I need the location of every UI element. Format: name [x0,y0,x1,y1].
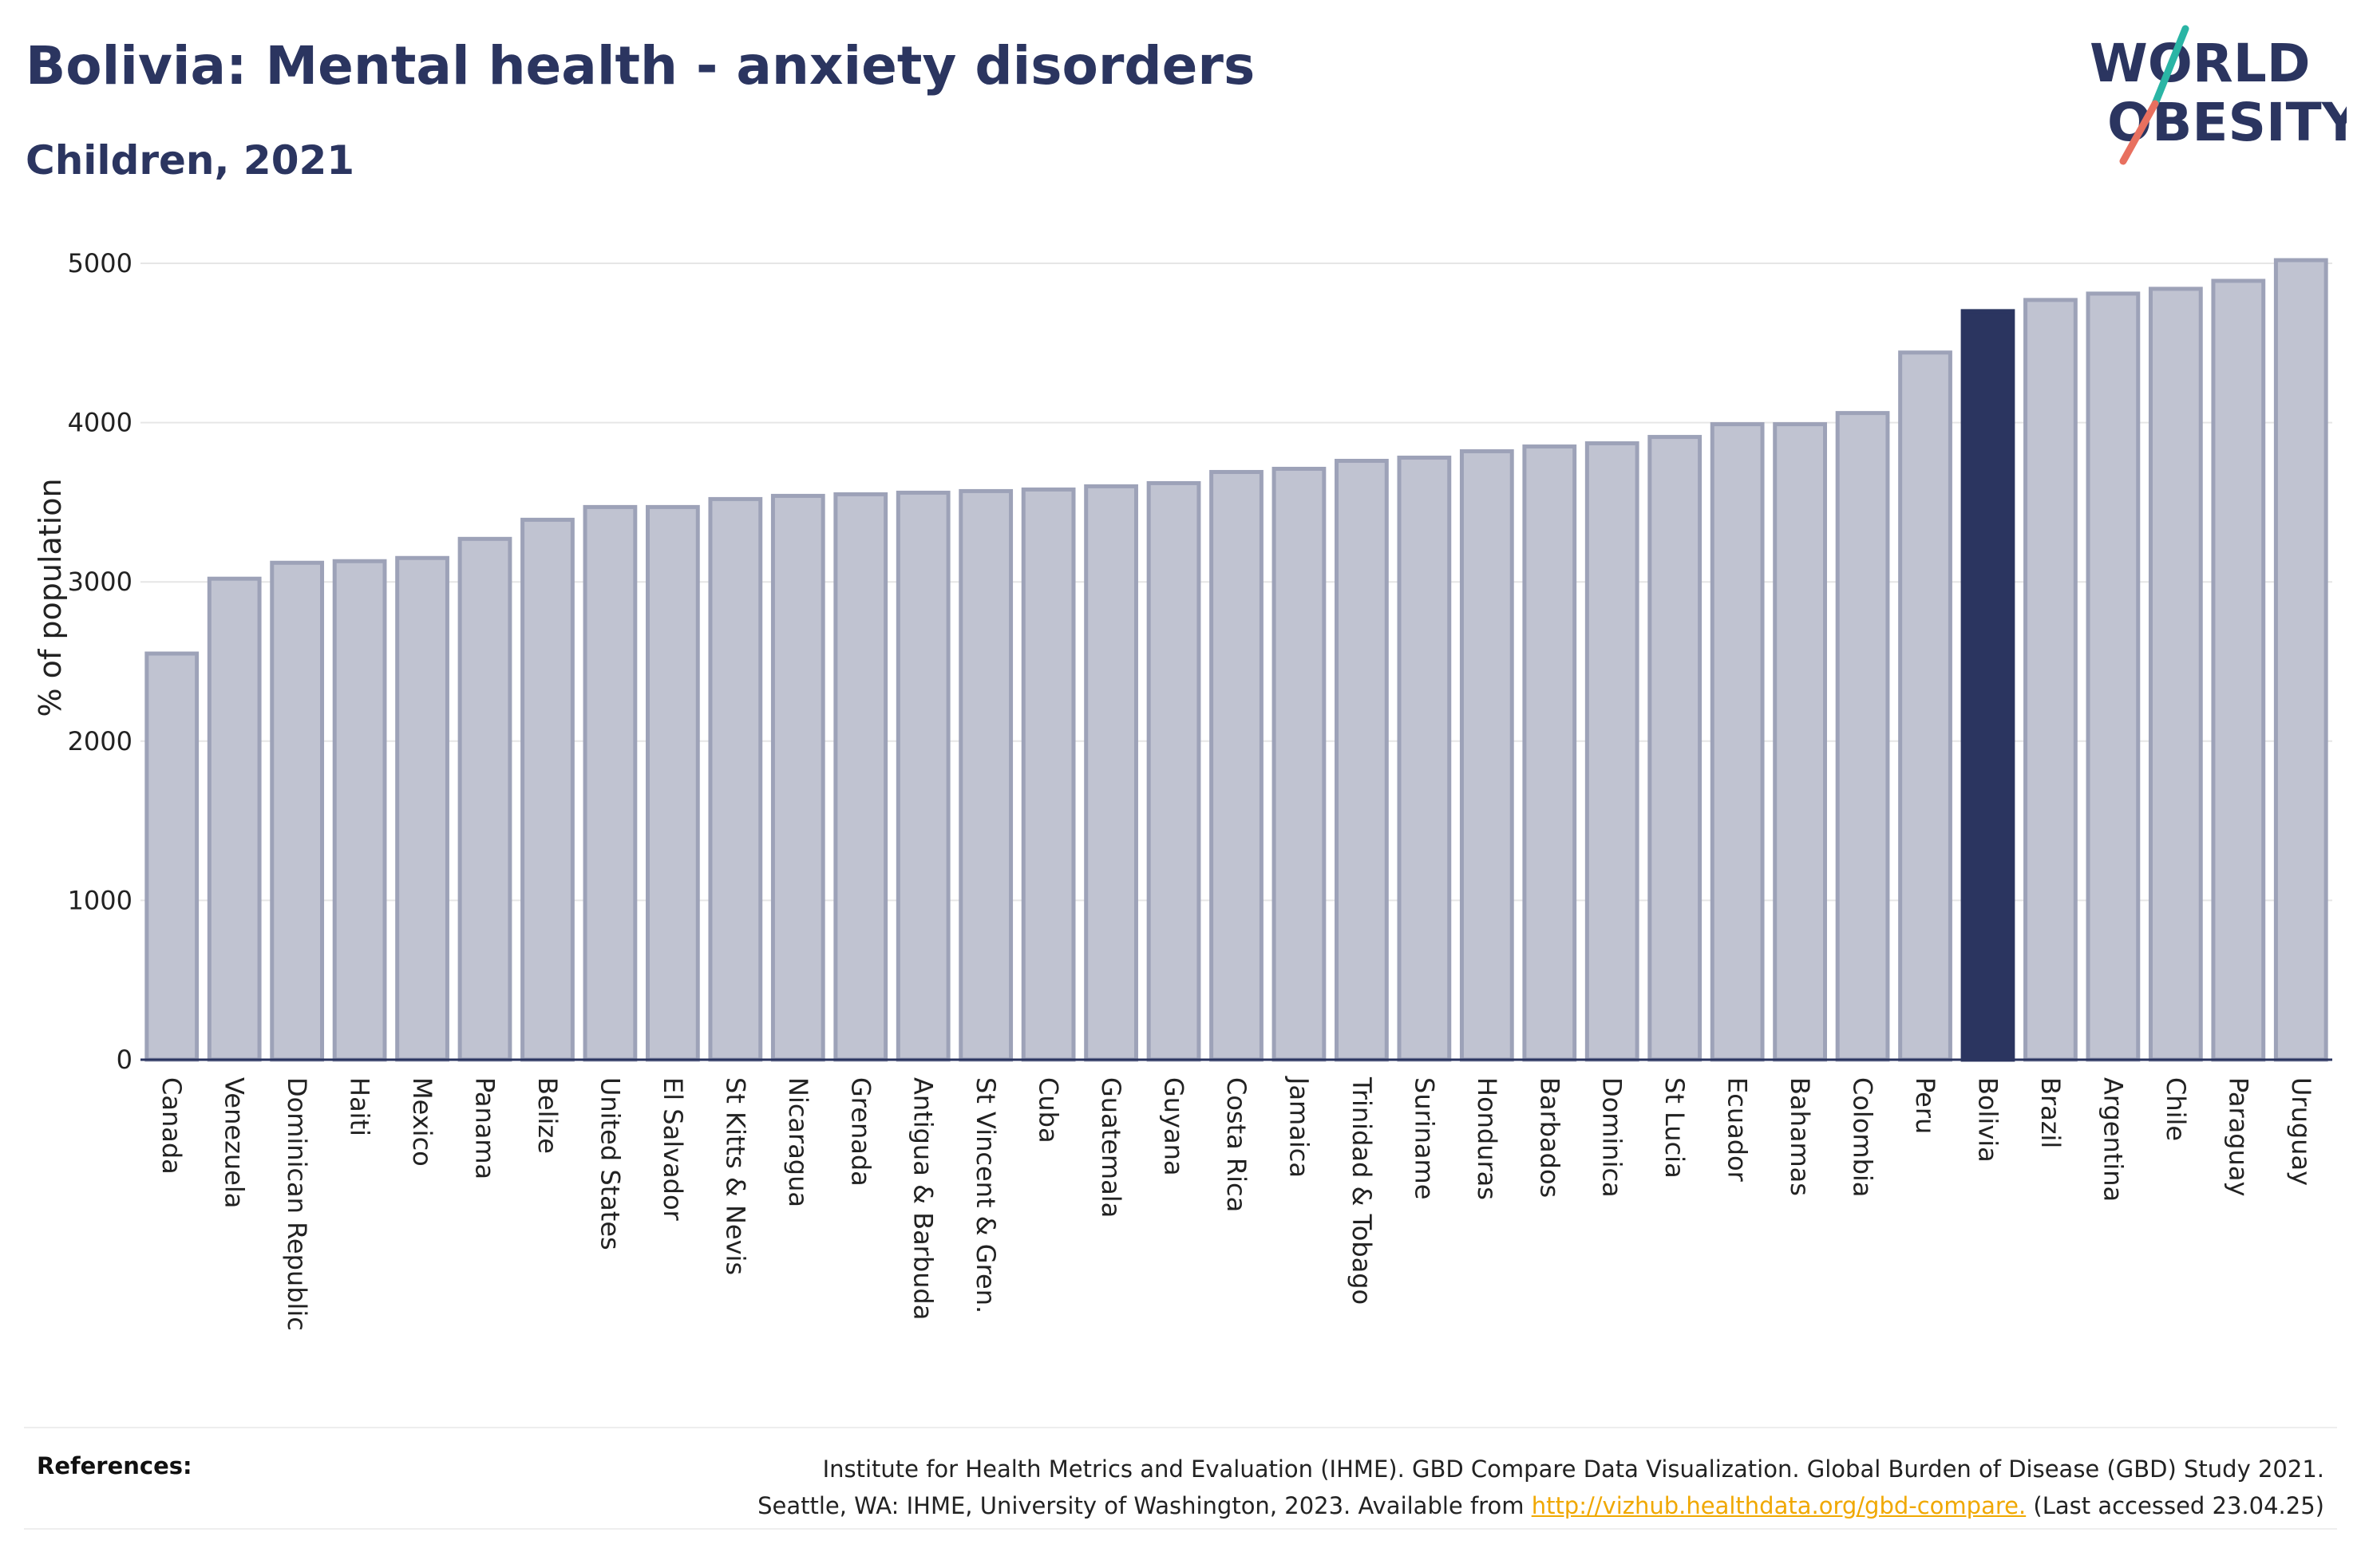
x-tick-label: Belize [532,1077,563,1154]
x-tick-label: Guatemala [1096,1077,1126,1218]
x-axis-labels: Canada Venezuela Dominican Republic Haiti Me… [156,1076,2316,1331]
x-tick-label: Suriname [1409,1077,1439,1199]
x-tick-label: Uruguay [2286,1077,2316,1186]
x-tick-label: Colombia [1848,1077,1878,1197]
bar-grenada [833,492,888,1062]
y-axis-ticks: 0 1000 2000 3000 4000 5000 [68,248,132,1075]
x-tick-label: Bahamas [1785,1077,1815,1196]
x-tick-label: Haiti [345,1077,375,1136]
x-tick-label: Honduras [1472,1077,1502,1200]
x-tick-label: Cuba [1034,1077,1064,1143]
bar-united-states [583,504,638,1062]
bar-chile [2148,286,2203,1062]
x-tick-label: Costa Rica [1221,1077,1252,1212]
references-label: References: [37,1452,192,1479]
x-tick-label: El Salvador [658,1077,688,1222]
bar-trinidad-tobago [1335,459,1389,1062]
logo-slash-coral [2119,100,2159,165]
bar-haiti [332,559,387,1062]
bar-uruguay [2273,258,2328,1062]
reference-link[interactable]: http://vizhub.healthdata.org/gbd-compare… [1531,1492,2027,1519]
x-tick-label: Chile [2161,1077,2191,1141]
bar-colombia [1835,411,1890,1062]
y-tick-label: 2000 [68,726,132,756]
bar-barbados [1522,444,1577,1062]
reference-line-2: Seattle, WA: IHME, University of Washing… [757,1487,2324,1524]
logo-slash-teal [2151,25,2189,108]
bar-el-salvador [646,504,700,1062]
bar-jamaica [1271,466,1327,1062]
x-tick-label: United States [595,1077,625,1250]
bar-st-vincent-gren- [959,488,1014,1062]
x-tick-label: Canada [156,1077,187,1175]
chart-subtitle: Children, 2021 [26,137,355,184]
bars [144,258,2328,1062]
references-text: Institute for Health Metrics and Evaluat… [757,1451,2324,1524]
bar-venezuela [207,576,262,1062]
x-tick-label: St Lucia [1659,1077,1690,1179]
x-tick-label: Nicaragua [783,1077,813,1207]
y-tick-label: 0 [117,1045,132,1075]
x-tick-label: Dominican Republic [282,1077,312,1331]
bar-ecuador [1710,422,1765,1062]
x-tick-label: Panama [470,1077,500,1179]
bar-costa-rica [1209,469,1264,1062]
bar-dominican-republic [270,560,325,1062]
reference-line-1: Institute for Health Metrics and Evaluat… [822,1455,2324,1483]
bar-bolivia [1960,309,2015,1062]
bar-nicaragua [770,493,825,1062]
x-tick-label: Venezuela [219,1077,250,1208]
x-tick-label: Argentina [2098,1077,2128,1202]
x-tick-label: Bolivia [1972,1077,2003,1163]
x-tick-label: Ecuador [1722,1077,1753,1183]
reference-line-2-suffix: (Last accessed 23.04.25) [2026,1492,2324,1519]
chart-title: Bolivia: Mental health - anxiety disorde… [26,35,1256,97]
bar-argentina [2086,291,2141,1062]
x-tick-label: St Vincent & Gren. [971,1077,1001,1313]
x-tick-label: Paraguay [2223,1077,2253,1196]
x-tick-label: Barbados [1534,1077,1564,1198]
bar-honduras [1459,449,1514,1062]
x-tick-label: Mexico [407,1077,437,1167]
bar-paraguay [2211,278,2266,1062]
x-tick-label: Brazil [2035,1077,2066,1148]
bar-peru [1898,350,1952,1062]
x-tick-label: Dominica [1597,1077,1627,1198]
bar-brazil [2023,298,2078,1062]
bar-guatemala [1084,484,1138,1062]
y-tick-label: 5000 [68,248,132,278]
bar-canada [144,651,200,1062]
bar-guyana [1146,480,1201,1062]
x-tick-label: Antigua & Barbuda [908,1077,939,1320]
bar-st-kitts-nevis [708,496,763,1062]
x-tick-label: Trinidad & Tobago [1347,1076,1377,1305]
x-tick-label: Peru [1910,1077,1940,1134]
y-axis-label: % of population [33,478,68,717]
bar-panama [457,536,512,1062]
bar-bahamas [1773,422,1827,1062]
references-box: References: Institute for Health Metrics… [24,1427,2337,1530]
y-tick-label: 4000 [68,408,132,438]
bar-antigua-barbuda [896,490,951,1062]
x-tick-label: St Kitts & Nevis [720,1077,750,1275]
logo-word-world: WORLD [2090,33,2311,94]
bar-belize [520,517,575,1062]
bar-dominica [1584,441,1639,1062]
bar-suriname [1397,456,1452,1062]
bar-mexico [395,555,449,1062]
bar-st-lucia [1647,435,1703,1062]
x-tick-label: Jamaica [1283,1076,1314,1178]
y-tick-label: 1000 [68,885,132,915]
x-tick-label: Guyana [1159,1077,1189,1176]
bar-chart: 0 1000 2000 3000 4000 5000 Canada Venezuela Dom… [33,248,2332,1331]
reference-line-2-prefix: Seattle, WA: IHME, University of Washing… [757,1492,1532,1519]
y-tick-label: 3000 [68,567,132,597]
world-obesity-logo: WORLD OBESITY [2090,25,2347,165]
x-tick-label: Grenada [845,1077,876,1187]
bar-cuba [1021,487,1076,1062]
